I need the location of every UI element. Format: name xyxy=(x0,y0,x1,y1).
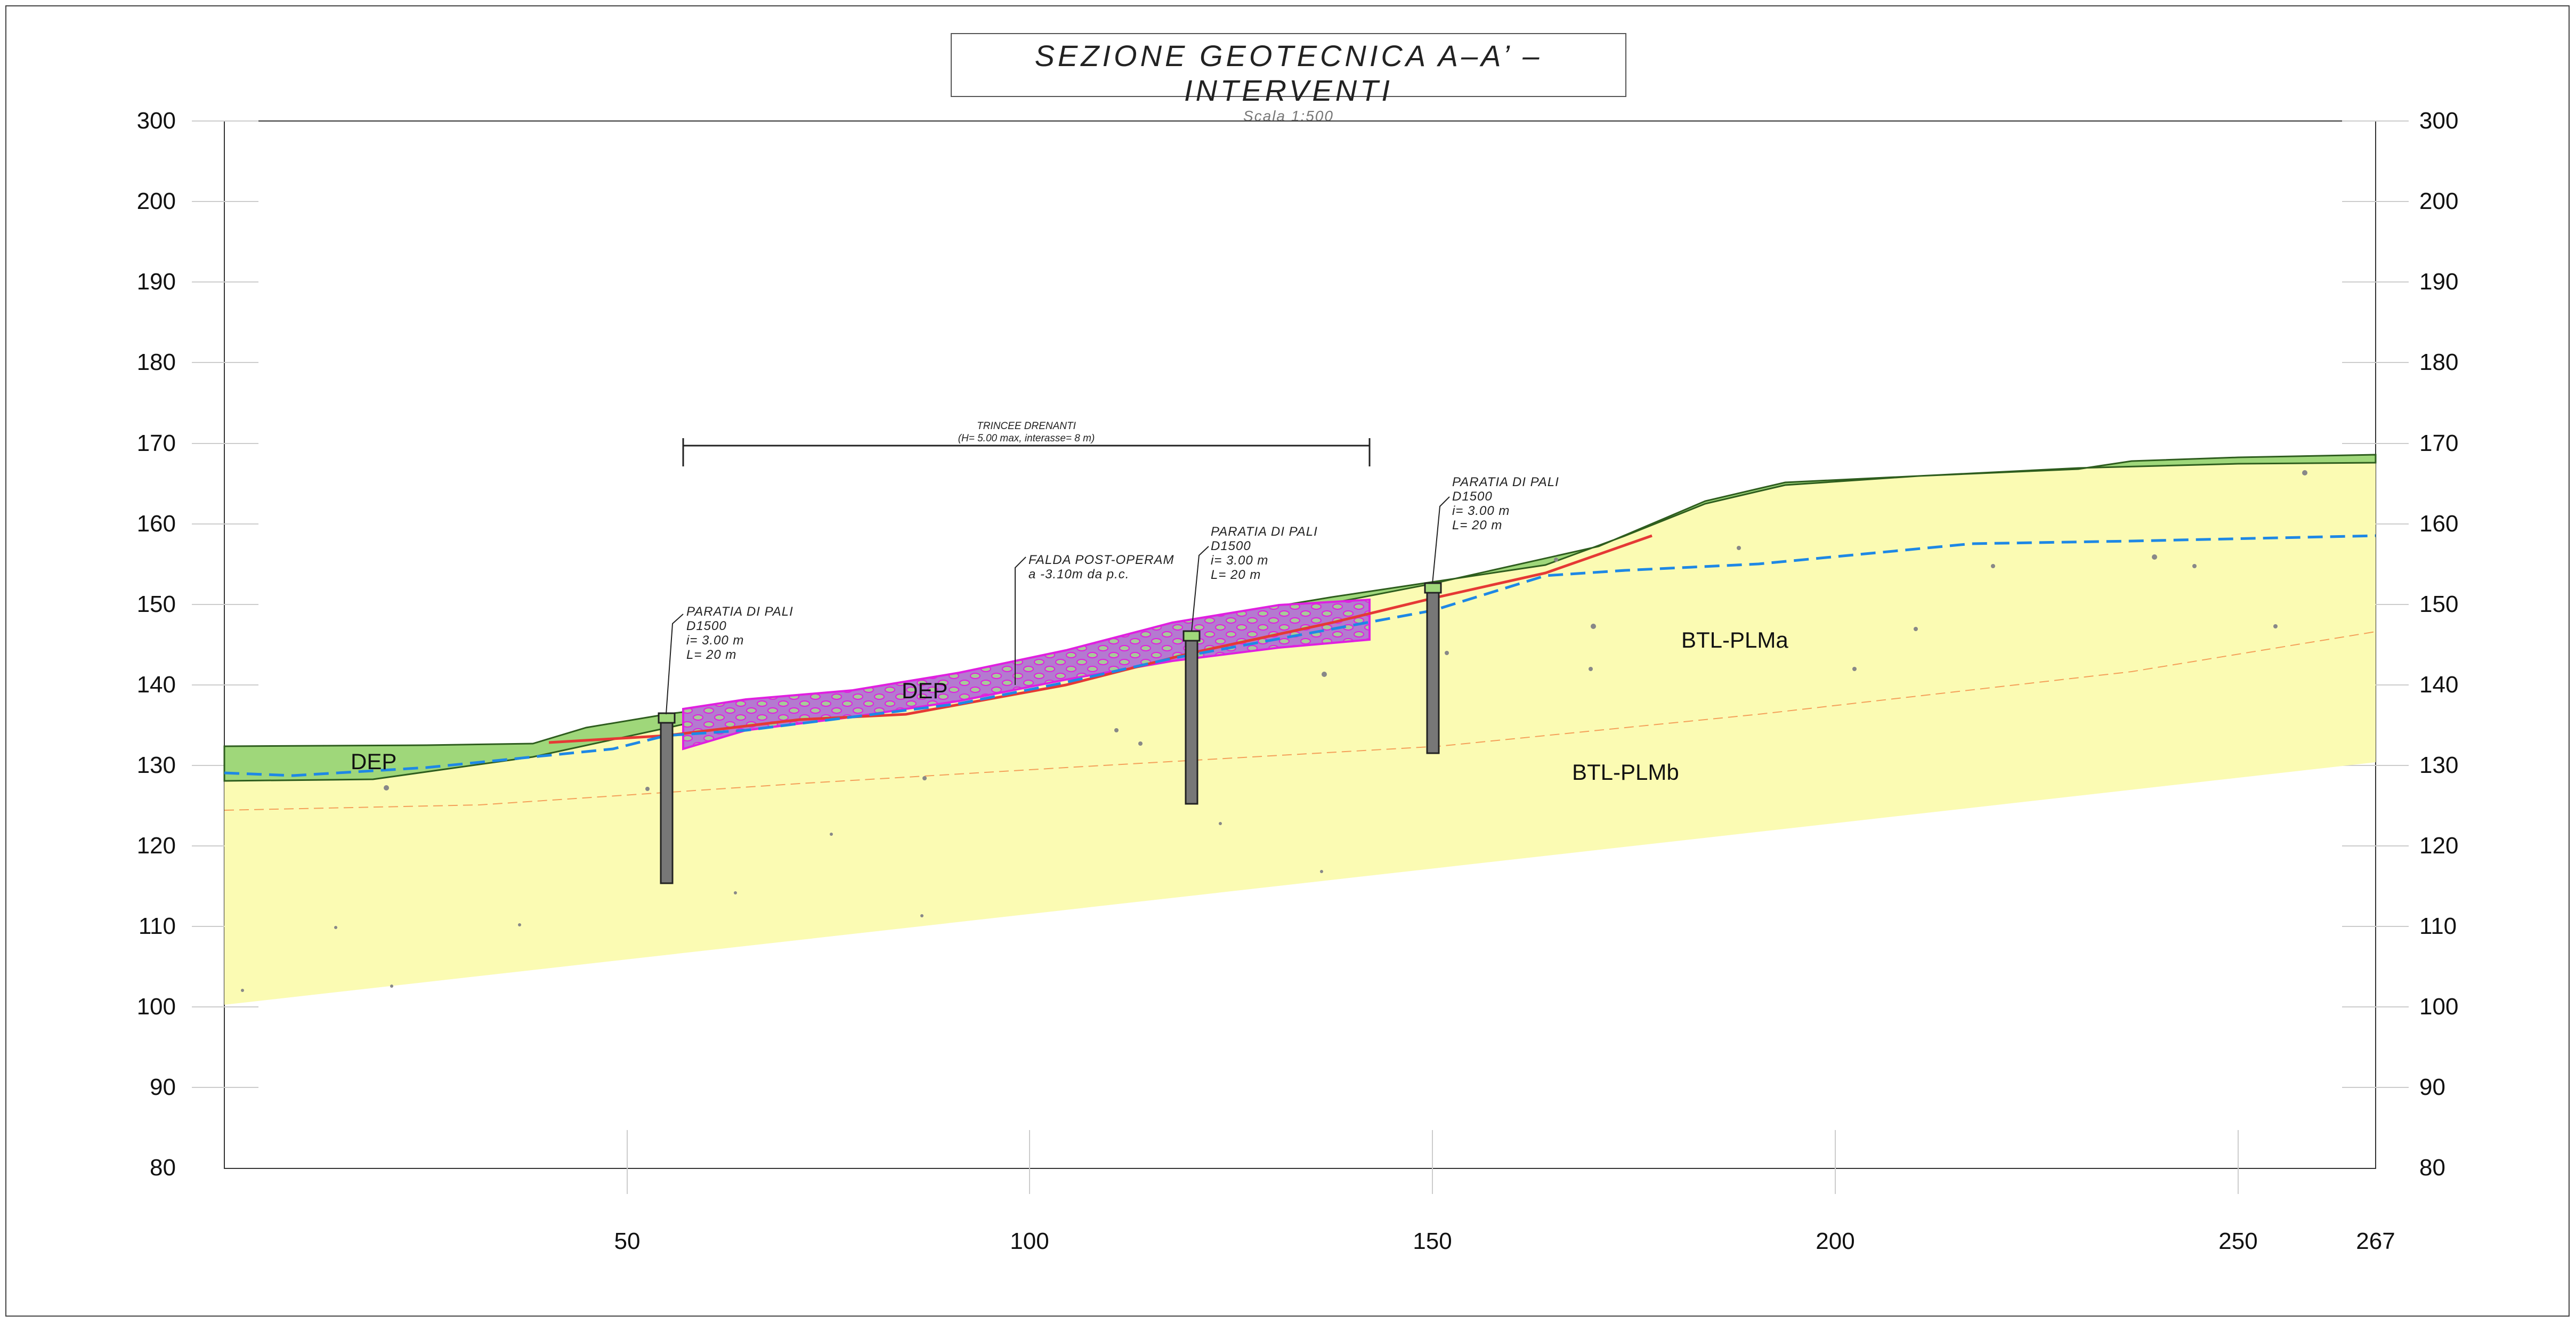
y-tick-label-left: 140 xyxy=(137,672,176,698)
title-block: SEZIONE GEOTECNICA A–A’ – INTERVENTI Sca… xyxy=(951,33,1626,124)
y-tick-label-right: 140 xyxy=(2419,672,2458,698)
y-tick-label-right: 100 xyxy=(2419,994,2458,1020)
drawing-frame xyxy=(5,5,2570,1317)
y-tick-label-left: 90 xyxy=(150,1074,176,1100)
pile-1-note-length: L= 20 m xyxy=(686,648,736,662)
unit-label-btl-plmb: BTL-PLMb xyxy=(1572,760,1679,785)
y-tick-label-left: 170 xyxy=(137,430,176,456)
y-tick-label-left: 190 xyxy=(137,269,176,295)
pile-2-note-diameter: D1500 xyxy=(1211,539,1251,553)
pile-2-note-spacing: i= 3.00 m xyxy=(1211,553,1268,568)
y-tick-label-left: 200 xyxy=(137,188,176,214)
trench-note-detail: (H= 5.00 max, interasse= 8 m) xyxy=(958,433,1095,444)
y-tick-label-right: 110 xyxy=(2419,913,2457,939)
y-tick-label-left: 150 xyxy=(137,591,176,617)
pile-1-note-diameter: D1500 xyxy=(686,619,727,633)
pile-2-note-length: L= 20 m xyxy=(1211,568,1261,582)
x-tick-label: 250 xyxy=(2218,1228,2257,1254)
groundwater-leader xyxy=(1015,556,1026,685)
y-tick-label-right: 90 xyxy=(2419,1074,2445,1100)
pile-1-leader xyxy=(666,614,684,715)
y-tick-label-left: 110 xyxy=(139,913,176,939)
x-tick-label: 267 xyxy=(2356,1228,2395,1254)
pile-3-note-length: L= 20 m xyxy=(1452,518,1502,533)
y-tick-label-right: 300 xyxy=(2419,108,2458,134)
unit-label-dep: DEP xyxy=(351,749,396,774)
pile-1-note-type: PARATIA DI PALI xyxy=(686,604,793,619)
y-tick-label-right: 160 xyxy=(2419,511,2458,537)
soil-texture-dots xyxy=(241,470,2307,992)
pile-1 xyxy=(658,712,676,884)
pile-3-note-type: PARATIA DI PALI xyxy=(1452,475,1559,489)
pile-1-note-spacing: i= 3.00 m xyxy=(686,633,744,648)
intervention-profile xyxy=(548,534,1652,744)
groundwater-note-detail: a -3.10m da p.c. xyxy=(1028,567,1129,582)
y-tick-label-right: 190 xyxy=(2419,269,2458,295)
unit-label-dep: DEP xyxy=(902,678,947,703)
y-tick-label-right: 150 xyxy=(2419,591,2458,617)
groundwater-note-title: FALDA POST-OPERAM xyxy=(1028,553,1174,567)
pile-3-note-diameter: D1500 xyxy=(1452,489,1493,504)
pile-3-leader xyxy=(1432,496,1450,584)
pile-2 xyxy=(1182,630,1201,805)
y-tick-label-left: 180 xyxy=(137,349,176,375)
trench-dimension xyxy=(682,438,1371,466)
y-tick-label-right: 180 xyxy=(2419,349,2458,375)
y-tick-label-right: 200 xyxy=(2419,188,2458,214)
pile-3 xyxy=(1424,582,1442,754)
y-tick-label-left: 300 xyxy=(137,108,176,134)
btl-sub-boundary xyxy=(224,631,2376,811)
y-tick-label-right: 130 xyxy=(2419,752,2458,778)
pile-2-leader xyxy=(1191,546,1209,632)
y-tick-label-right: 120 xyxy=(2419,833,2458,859)
y-tick-label-right: 80 xyxy=(2419,1155,2445,1181)
y-tick-label-left: 80 xyxy=(150,1155,176,1181)
x-tick-label: 100 xyxy=(1010,1228,1049,1254)
pile-3-note-spacing: i= 3.00 m xyxy=(1452,504,1510,518)
drawing-title: SEZIONE GEOTECNICA A–A’ – INTERVENTI xyxy=(1034,39,1543,107)
btl-layer xyxy=(224,463,2376,1005)
pile-2-note-type: PARATIA DI PALI xyxy=(1211,525,1318,539)
y-tick-label-left: 120 xyxy=(137,833,176,859)
y-tick-label-left: 100 xyxy=(137,994,176,1020)
y-tick-label-left: 130 xyxy=(137,752,176,778)
x-tick-label: 150 xyxy=(1413,1228,1452,1254)
y-tick-label-right: 170 xyxy=(2419,430,2458,456)
x-tick-label: 200 xyxy=(1816,1228,1854,1254)
unit-label-btl-plma: BTL-PLMa xyxy=(1681,627,1788,652)
groundwater-line xyxy=(224,534,2376,777)
x-tick-label: 50 xyxy=(614,1228,641,1254)
y-tick-label-left: 160 xyxy=(137,511,176,537)
trench-note-title: TRINCEE DRENANTI xyxy=(977,421,1076,432)
